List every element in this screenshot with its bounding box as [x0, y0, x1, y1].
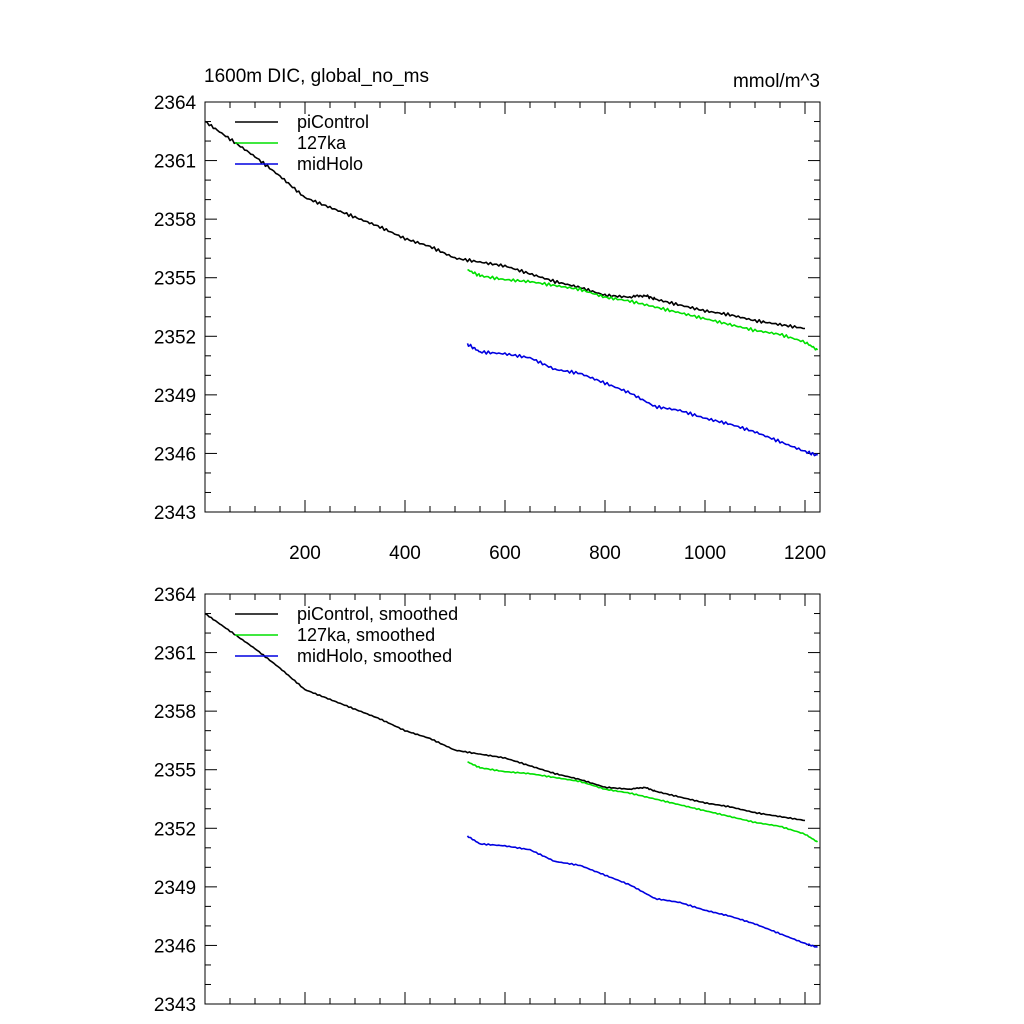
top-series-line-midholo: [466, 343, 819, 457]
top-panel: 2343 2346 2349 2352 2355 2358 2361 2364 200 400 60…: [154, 93, 826, 564]
top-ytick-label: 2358: [154, 210, 196, 231]
units-label: mmol/m^3: [733, 71, 820, 92]
bottom-legend-label-picontrol: piControl, smoothed: [297, 604, 458, 624]
top-ytick-label: 2346: [154, 444, 196, 465]
figure-title: 1600m DIC, global_no_ms: [204, 66, 429, 87]
top-ytick-label: 2352: [154, 327, 196, 348]
top-xtick-label: 200: [289, 543, 321, 564]
top-legend-label-127ka: 127ka: [297, 133, 347, 153]
bottom-ytick-label: 2355: [154, 761, 196, 782]
bottom-plot-frame: [204, 593, 821, 1005]
top-xtick-label: 400: [389, 543, 421, 564]
bottom-ytick-label: 2343: [154, 995, 196, 1016]
top-plot-frame: [204, 101, 821, 513]
bottom-ytick-label: 2364: [154, 585, 197, 606]
top-series-line-127ka: [467, 269, 819, 351]
top-xtick-label: 600: [489, 543, 521, 564]
top-ytick-label: 2364: [154, 93, 197, 114]
top-xtick-label: 1000: [684, 543, 726, 564]
top-ytick-label: 2343: [154, 503, 196, 524]
bottom-ytick-label: 2361: [154, 644, 196, 665]
bottom-panel: 2343 2346 2349 2352 2355 2358 2361 2364 piContro…: [154, 585, 821, 1016]
top-ytick-label: 2355: [154, 269, 196, 290]
bottom-ytick-label: 2349: [154, 878, 196, 899]
bottom-ytick-label: 2352: [154, 819, 196, 840]
bottom-legend-label-127ka: 127ka, smoothed: [297, 625, 435, 645]
top-ytick-label: 2361: [154, 152, 196, 173]
top-legend-label-picontrol: piControl: [297, 112, 369, 132]
top-xtick-label: 1200: [784, 543, 826, 564]
bottom-ytick-label: 2358: [154, 702, 196, 723]
bottom-ytick-label: 2346: [154, 936, 196, 957]
bottom-series-line-picontrol: [204, 612, 806, 822]
bottom-series-line-127ka: [467, 761, 819, 843]
top-series-line-picontrol: [204, 120, 806, 330]
bottom-series-line-midholo: [466, 835, 818, 949]
top-ytick-label: 2349: [154, 386, 196, 407]
top-legend-label-midholo: midHolo: [297, 154, 363, 174]
bottom-legend-label-midholo: midHolo, smoothed: [297, 646, 452, 666]
top-xtick-label: 800: [589, 543, 621, 564]
